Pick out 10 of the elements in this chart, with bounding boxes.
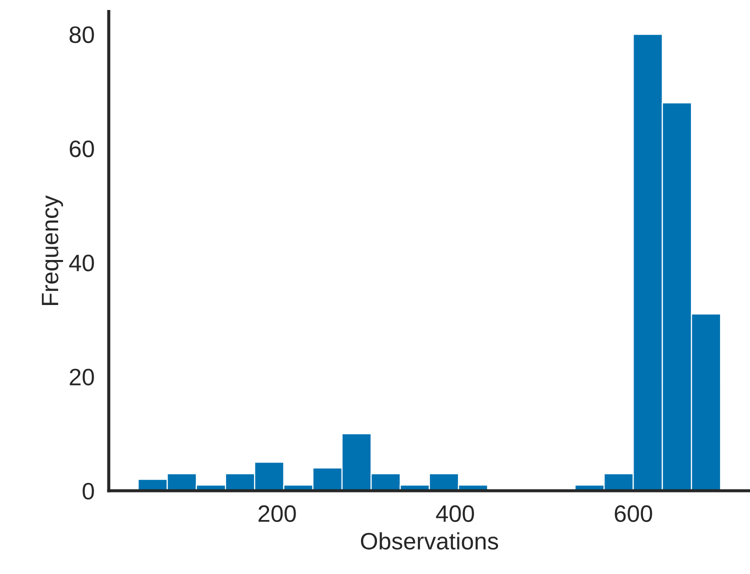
y-tick-label: 80 [70, 26, 94, 44]
x-tick-label: 200 [258, 505, 296, 522]
x-tick-label: 400 [436, 505, 474, 522]
y-tick-label: 40 [69, 254, 94, 272]
y-tick-label: 20 [70, 368, 94, 386]
x-axis-title: Observations [360, 532, 498, 550]
y-tick-label: 0 [82, 482, 94, 500]
x-tick-label: 600 [614, 505, 652, 522]
y-tick-label: 60 [70, 140, 94, 158]
y-axis-title: Frequency [42, 195, 64, 305]
